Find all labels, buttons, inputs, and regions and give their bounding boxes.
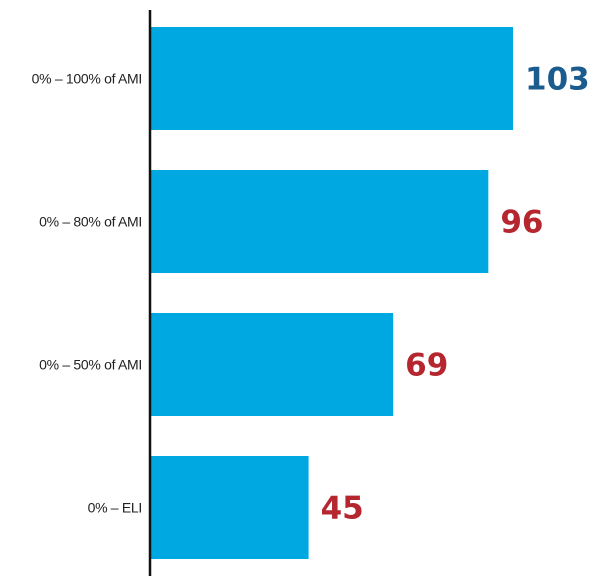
value-label-3: 45: [321, 491, 364, 527]
category-label-1: 0% – 80% of AMI: [39, 214, 142, 230]
bar-3: [150, 456, 309, 559]
value-label-0: 103: [525, 62, 590, 98]
value-labels-group: 103 96 69 45: [321, 62, 590, 527]
category-label-0: 0% – 100% of AMI: [32, 71, 142, 87]
value-label-1: 96: [500, 205, 543, 241]
bar-0: [150, 27, 513, 130]
category-label-2: 0% – 50% of AMI: [39, 357, 142, 373]
bar-1: [150, 170, 489, 273]
value-label-2: 69: [405, 348, 448, 384]
category-label-3: 0% – ELI: [88, 500, 142, 516]
bars-group: [150, 27, 513, 559]
bar-2: [150, 313, 394, 416]
category-labels-group: 0% – 100% of AMI 0% – 80% of AMI 0% – 50% …: [32, 71, 143, 516]
